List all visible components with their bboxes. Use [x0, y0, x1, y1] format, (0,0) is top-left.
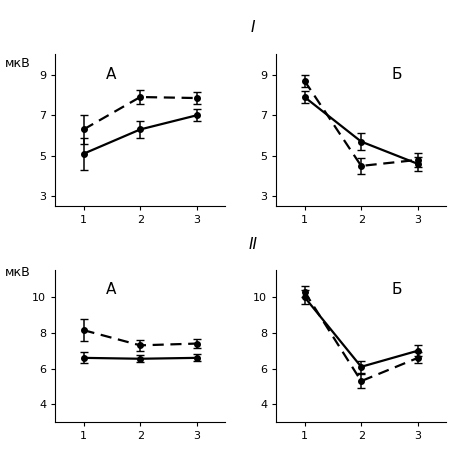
Text: А: А: [106, 67, 116, 82]
Text: Б: Б: [391, 67, 402, 82]
Text: А: А: [106, 282, 116, 297]
Text: Б: Б: [391, 282, 402, 297]
Text: II: II: [248, 237, 257, 252]
Text: мкВ: мкВ: [5, 57, 30, 70]
Text: мкВ: мкВ: [5, 266, 30, 279]
Text: I: I: [250, 20, 255, 35]
